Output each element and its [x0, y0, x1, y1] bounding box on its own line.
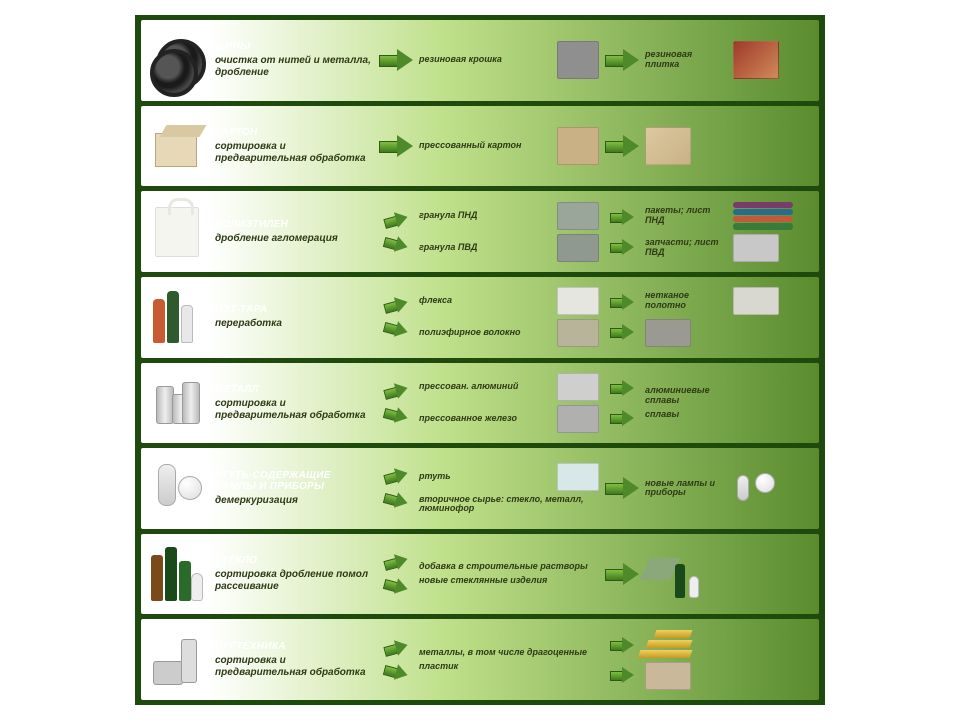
pet-input-icon: [141, 277, 213, 358]
row-mercury: РТУТЬ-СОДЕРЖАЩИЕ ЛАМПЫ И ПРИБОРЫ демерку…: [141, 448, 819, 529]
intermediate-item: прессованный картон: [419, 127, 599, 165]
row-title: СТЕКЛО: [215, 555, 373, 566]
mercury-input-icon: [141, 448, 213, 529]
output-item: [645, 550, 815, 598]
intermediate-item: резиновая крошка: [419, 41, 599, 79]
row-pet: ПЭТ-ТАРА переработка флекса полиэфирное …: [141, 277, 819, 358]
row-title: ПОЛИЭТИЛЕН: [215, 219, 373, 230]
arrow-icon: [373, 468, 419, 508]
row-metal: МЕТАЛЛ сортировка и предварительная обра…: [141, 363, 819, 444]
arrow-icon: [373, 49, 419, 71]
intermediate-item: новые стеклянные изделия: [419, 576, 599, 586]
arrow-icon: [373, 640, 419, 680]
intermediate-item: гранула ПВД: [419, 234, 599, 262]
arrow-icon: [599, 477, 645, 499]
arrow-icon: [599, 380, 645, 426]
output-label: нетканое полотно: [645, 291, 727, 311]
process-text: сортировка и предварительная обработка: [215, 141, 373, 165]
row-title: МЕТАЛЛ: [215, 384, 373, 395]
arrow-icon: [599, 135, 645, 157]
intermediate-label: ртуть: [419, 472, 551, 482]
arrow-icon: [599, 209, 645, 255]
output-item: запчасти; лист ПВД: [645, 234, 815, 262]
intermediate-label: флекса: [419, 296, 551, 306]
arrow-icon: [373, 297, 419, 337]
intermediate-label: новые стеклянные изделия: [419, 576, 599, 586]
intermediate-item: металлы, в том числе драгоценные: [419, 648, 599, 658]
intermediate-label: гранула ПНД: [419, 211, 551, 221]
output-item: [645, 127, 815, 165]
intermediate-item: прессованное железо: [419, 405, 599, 433]
intermediate-label: резиновая крошка: [419, 55, 551, 65]
output-label: сплавы: [645, 410, 727, 420]
process-text: сортировка и предварительная обработка: [215, 655, 373, 679]
polyethylene-input-icon: [141, 191, 213, 272]
row-title: ШИНЫ: [215, 41, 373, 52]
output-label: резиновая плитка: [645, 50, 727, 70]
process-text: сортировка дробление помол рассеивание: [215, 569, 373, 593]
intermediate-item: гранула ПНД: [419, 202, 599, 230]
row-title: ПЭТ-ТАРА: [215, 304, 373, 315]
row-title: ОРГТЕХНИКА: [215, 641, 373, 652]
recycling-board: ШИНЫ очистка от нитей и металла, дроблен…: [135, 15, 825, 705]
tires-input-icon: [141, 20, 213, 101]
output-label: пакеты; лист ПНД: [645, 206, 727, 226]
intermediate-label: вторичное сырье: стекло, металл, люминоф…: [419, 495, 599, 515]
output-label: запчасти; лист ПВД: [645, 238, 727, 258]
intermediate-label: прессован. алюминий: [419, 382, 551, 392]
intermediate-item: вторичное сырье: стекло, металл, люминоф…: [419, 495, 599, 515]
intermediate-label: прессованный картон: [419, 141, 551, 151]
glass-input-icon: [141, 534, 213, 615]
cardboard-input-icon: [141, 106, 213, 187]
process-text: дробление агломерация: [215, 233, 373, 245]
intermediate-item: ртуть: [419, 463, 599, 491]
output-label: алюминиевые сплавы: [645, 386, 727, 406]
process-text: очистка от нитей и металла, дробление: [215, 55, 373, 79]
intermediate-item: прессован. алюминий: [419, 373, 599, 401]
arrow-icon: [373, 135, 419, 157]
intermediate-item: флекса: [419, 287, 599, 315]
output-item: [645, 319, 815, 347]
row-title: КАРТОН: [215, 127, 373, 138]
process-text: демеркуризация: [215, 495, 373, 507]
arrow-icon: [599, 637, 645, 683]
row-cardboard: КАРТОН сортировка и предварительная обра…: [141, 106, 819, 187]
intermediate-label: металлы, в том числе драгоценные: [419, 648, 599, 658]
arrow-icon: [599, 563, 645, 585]
output-item: сплавы: [645, 410, 815, 420]
process-text: сортировка и предварительная обработка: [215, 398, 373, 422]
row-tires: ШИНЫ очистка от нитей и металла, дроблен…: [141, 20, 819, 101]
intermediate-item: пластик: [419, 662, 599, 672]
arrow-icon: [373, 554, 419, 594]
output-label: новые лампы и приборы: [645, 479, 727, 499]
output-item: алюминиевые сплавы: [645, 386, 815, 406]
row-glass: СТЕКЛО сортировка дробление помол рассеи…: [141, 534, 819, 615]
intermediate-label: прессованное железо: [419, 414, 551, 424]
arrow-icon: [599, 294, 645, 340]
intermediate-item: добавка в строительные растворы: [419, 562, 599, 572]
electronics-input-icon: [141, 619, 213, 700]
intermediate-item: полиэфирное волокно: [419, 319, 599, 347]
row-polyethylene: ПОЛИЭТИЛЕН дробление агломерация гранула…: [141, 191, 819, 272]
intermediate-label: гранула ПВД: [419, 243, 551, 253]
output-item: [645, 630, 815, 658]
process-text: переработка: [215, 318, 373, 330]
arrow-icon: [373, 383, 419, 423]
arrow-icon: [599, 49, 645, 71]
output-item: пакеты; лист ПНД: [645, 202, 815, 230]
intermediate-label: добавка в строительные растворы: [419, 562, 599, 572]
row-title: РТУТЬ-СОДЕРЖАЩИЕ ЛАМПЫ И ПРИБОРЫ: [215, 470, 373, 492]
intermediate-label: пластик: [419, 662, 599, 672]
intermediate-label: полиэфирное волокно: [419, 328, 551, 338]
output-item: [645, 662, 815, 690]
output-item: новые лампы и приборы: [645, 469, 815, 507]
output-item: нетканое полотно: [645, 287, 815, 315]
arrow-icon: [373, 212, 419, 252]
row-electronics: ОРГТЕХНИКА сортировка и предварительная …: [141, 619, 819, 700]
output-item: резиновая плитка: [645, 41, 815, 79]
metal-input-icon: [141, 363, 213, 444]
